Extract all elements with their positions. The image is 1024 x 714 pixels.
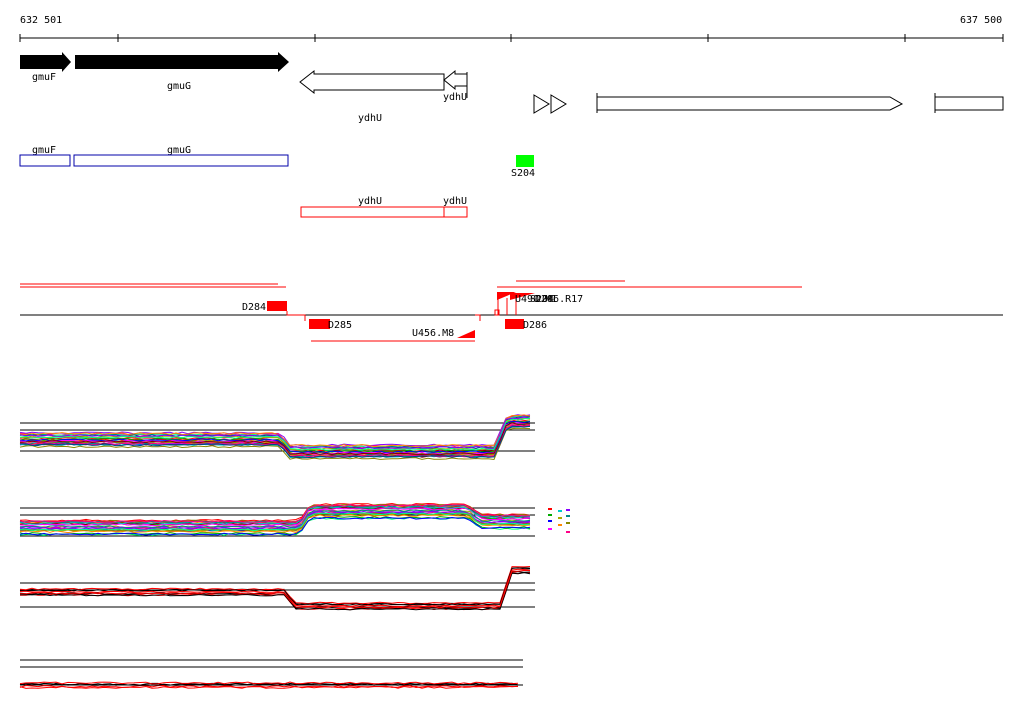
- gene-ydhU-small-label: ydhU: [443, 92, 467, 103]
- panel-2-trace: [19, 509, 531, 529]
- feature-D285-label: D285: [328, 320, 352, 331]
- red-ydhU-box[interactable]: [300, 206, 445, 218]
- blue-cds-track: gmuF gmuG S204: [19, 145, 535, 179]
- feature-u456-label: U456.M8: [412, 328, 454, 339]
- gene-ydhU-small-arrow[interactable]: [443, 69, 468, 91]
- triangle-marker-1[interactable]: [533, 94, 550, 114]
- feature-D285-box[interactable]: [309, 319, 330, 329]
- feature-D286-label: D286: [523, 320, 547, 331]
- blue-gmuG-box[interactable]: [73, 154, 289, 167]
- panel-4-trace: [19, 681, 519, 685]
- red-ydhU-small-box[interactable]: [443, 206, 468, 218]
- panel-1-trace: [19, 425, 531, 459]
- panel-2-side-mark: [566, 522, 570, 524]
- overlap-labels: U490.M1 S204 D286.R17: [515, 294, 583, 305]
- feature-small-red-box[interactable]: [494, 309, 500, 316]
- feature-bracket: [286, 311, 306, 321]
- feature-bracket: [475, 314, 481, 321]
- panel-4-trace: [19, 685, 518, 689]
- gene-gmuG-label: gmuG: [167, 81, 191, 92]
- expression-panel-4: [19, 659, 523, 689]
- gene-arrows-track: gmuF gmuG ydhU ydhU: [20, 52, 1004, 124]
- panel-2-trace: [19, 516, 531, 536]
- panel-2-trace: [19, 514, 531, 534]
- gene-gmuG-arrow[interactable]: [75, 52, 289, 72]
- coordinate-ruler: 632 501 637 500: [19, 15, 1004, 42]
- gene-gmuF-arrow[interactable]: [20, 52, 71, 72]
- feature-D284-label: D284: [242, 302, 266, 313]
- panel-3-trace: [19, 567, 531, 606]
- gene-gmuF-label: gmuF: [32, 72, 56, 83]
- ruler-start-label: 632 501: [20, 15, 62, 26]
- panel-2-side-mark: [558, 510, 562, 512]
- panel-2-side-mark: [558, 524, 562, 526]
- gene-ydhU-label: ydhU: [358, 113, 382, 124]
- panel-2-side-mark: [548, 508, 552, 510]
- blue-gmuG-label: gmuG: [167, 145, 191, 156]
- panel-2-side-mark: [558, 517, 562, 519]
- panel-2-side-mark: [566, 531, 570, 533]
- blue-gmuF-box[interactable]: [19, 154, 71, 167]
- feature-D284-box[interactable]: [267, 301, 287, 311]
- panel-1-trace: [19, 417, 531, 451]
- triangle-marker-2[interactable]: [550, 94, 567, 114]
- panel-2-trace: [19, 503, 531, 523]
- green-feature-box[interactable]: [516, 155, 534, 167]
- feature-u456-triangle[interactable]: [457, 330, 475, 338]
- panel-3-trace: [19, 566, 531, 605]
- blue-gmuF-label: gmuF: [32, 145, 56, 156]
- red-cds-track: ydhU ydhU: [300, 196, 468, 218]
- red-ydhU-small-label: ydhU: [443, 196, 467, 207]
- red-ydhU-label: ydhU: [358, 196, 382, 207]
- expression-panel-2: [19, 502, 535, 537]
- expression-panel-1: [19, 414, 535, 461]
- panel-3-trace: [20, 569, 531, 609]
- panel-2-trace: [19, 507, 531, 527]
- panel-2-side-mark: [566, 515, 570, 517]
- panel-2-side-mark: [548, 528, 552, 530]
- panel-1-trace: [19, 416, 531, 450]
- panel-1-trace: [19, 417, 531, 451]
- expression-panel-3: [19, 566, 535, 611]
- overlap-label: S204: [530, 294, 554, 305]
- gene-right-edge-box[interactable]: [934, 96, 1004, 111]
- panel-3-trace: [19, 567, 530, 606]
- overlap-label: D286.R17: [535, 294, 583, 305]
- panel-2-trace: [19, 512, 531, 532]
- ruler-end-label: 637 500: [960, 15, 1002, 26]
- panel-2-side-marks: [548, 508, 570, 533]
- feature-D286-box[interactable]: [505, 319, 524, 329]
- gene-long-right-arrow[interactable]: [596, 96, 904, 111]
- feature-track: D284 D285 D286 U456.M8 U490.M1 S204 D286…: [20, 280, 1003, 342]
- panel-1-trace: [19, 427, 531, 461]
- panel-3-trace: [19, 568, 531, 608]
- panel-4-trace: [19, 684, 519, 689]
- green-feature-label: S204: [511, 168, 535, 179]
- panel-1-trace: [19, 422, 531, 456]
- panel-1-trace: [19, 414, 531, 448]
- panel-3-trace: [19, 572, 531, 611]
- panel-2-side-mark: [548, 520, 552, 522]
- panel-2-side-mark: [548, 514, 552, 516]
- overlap-label: U490.M1: [515, 294, 557, 305]
- gene-ydhU-arrow[interactable]: [299, 69, 445, 95]
- panel-2-side-mark: [566, 509, 570, 511]
